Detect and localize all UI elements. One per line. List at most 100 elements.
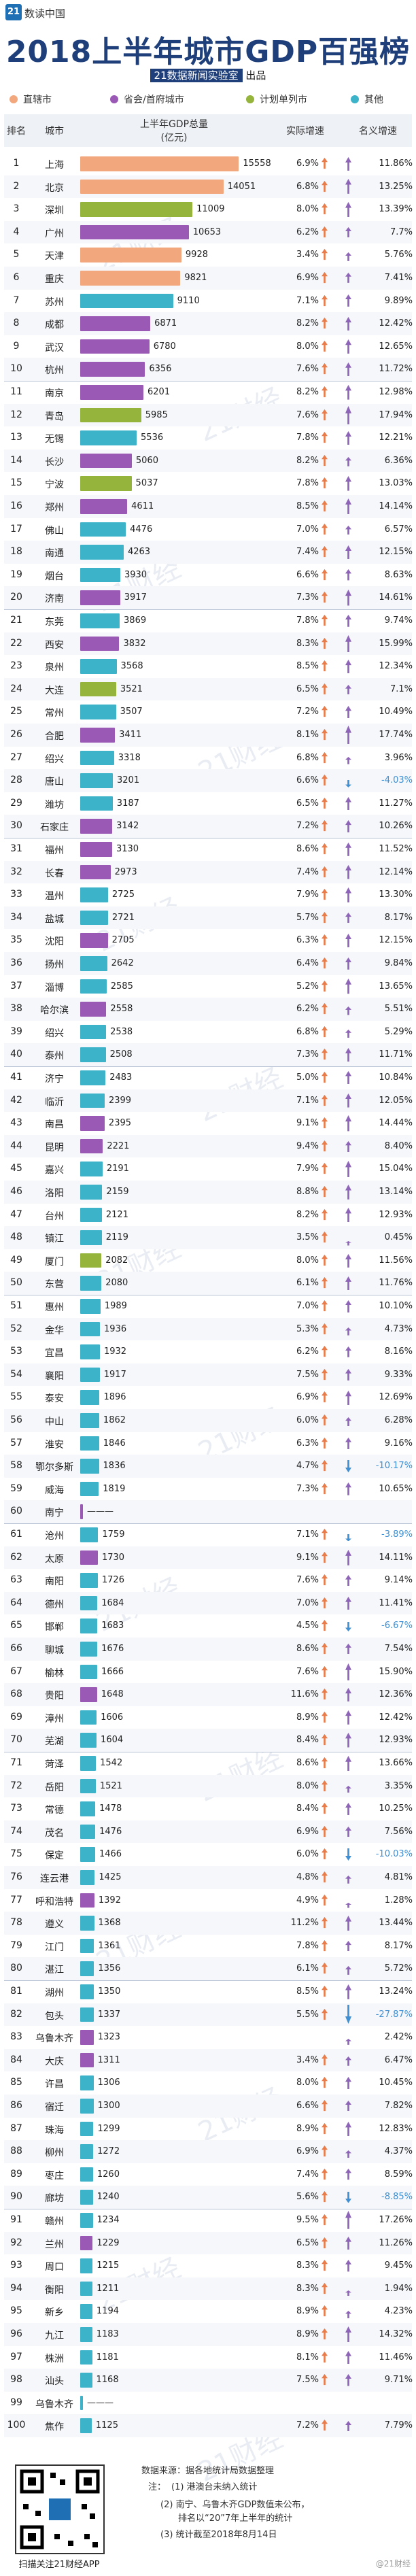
table-row: 71 菏泽 1542 8.6% 13.66% xyxy=(4,1752,413,1775)
city-label: 泰州 xyxy=(45,1051,64,1062)
nominal-growth-label: 14.11% xyxy=(379,1552,413,1563)
rank-label: 89 xyxy=(10,2168,22,2180)
rank-label: 91 xyxy=(10,2214,22,2225)
up-arrow-icon xyxy=(322,1780,328,1795)
gdp-value-label: 1936 xyxy=(104,1323,127,1334)
rank-label: 53 xyxy=(10,1346,22,1357)
up-arrow-icon xyxy=(345,1236,351,1249)
rank-label: 77 xyxy=(10,1894,22,1905)
up-arrow-icon xyxy=(322,614,328,629)
nominal-growth-label: 7.7% xyxy=(389,226,413,237)
up-arrow-icon xyxy=(345,316,351,334)
up-arrow-icon xyxy=(345,179,351,197)
gdp-value-label: ——— xyxy=(87,1506,114,1517)
up-arrow-icon xyxy=(345,1005,351,1018)
city-label: 湛江 xyxy=(45,1965,64,1976)
col-gdp-unit: (亿元) xyxy=(160,133,188,143)
city-label: 呼和浩特 xyxy=(35,1896,73,1908)
up-arrow-icon xyxy=(345,1874,351,1886)
gdp-bar xyxy=(80,1938,94,1954)
real-growth-label: 8.2% xyxy=(296,318,319,329)
city-label: 济南 xyxy=(45,594,64,605)
nominal-growth-label: 4.73% xyxy=(384,1323,413,1334)
gdp-value-label: 1215 xyxy=(97,2260,120,2271)
up-arrow-icon xyxy=(322,317,328,332)
rank-label: 60 xyxy=(10,1506,22,1517)
rank-label: 5 xyxy=(13,249,20,260)
nominal-growth-label: 8.17% xyxy=(384,1940,413,1951)
up-arrow-icon xyxy=(322,248,328,263)
real-growth-label: 7.5% xyxy=(296,2375,319,2386)
rank-label: 39 xyxy=(10,1026,22,1037)
table-row: 85 许昌 1306 8.0% 10.45% xyxy=(4,2071,413,2095)
up-arrow-icon xyxy=(345,1115,351,1134)
gdp-bar xyxy=(80,2373,92,2388)
gdp-bar xyxy=(80,1070,106,1085)
table-row: 41 济宁 2483 5.0% 10.84% xyxy=(4,1066,413,1089)
city-label: 襄阳 xyxy=(45,1370,64,1382)
up-arrow-icon xyxy=(345,684,351,697)
real-growth-label: 4.9% xyxy=(296,1895,319,1905)
rank-label: 76 xyxy=(10,1871,22,1882)
real-growth-label: 7.6% xyxy=(296,1575,319,1586)
city-label: 江门 xyxy=(45,1942,64,1953)
table-row: 93 周口 1215 8.3% 9.45% xyxy=(4,2254,413,2277)
rank-label: 47 xyxy=(10,1208,22,1220)
gdp-value-label: 3411 xyxy=(119,730,142,740)
down-arrow-icon xyxy=(345,2191,351,2206)
nominal-growth-label: -10.03% xyxy=(375,1849,413,1860)
rank-label: 32 xyxy=(10,866,22,877)
rank-label: 9 xyxy=(13,340,20,352)
data-source: 数据来源：据各地统计局数据整理 xyxy=(141,2466,275,2476)
real-growth-label: 8.0% xyxy=(296,2078,319,2088)
gdp-value-label: 3201 xyxy=(117,775,140,786)
up-arrow-icon xyxy=(345,1325,351,1338)
gdp-bar xyxy=(80,1527,99,1542)
table-row: 42 临沂 2399 7.1% 12.05% xyxy=(4,1089,413,1113)
up-arrow-icon xyxy=(345,294,351,309)
city-label: 柳州 xyxy=(45,2148,64,2159)
city-label: 珠海 xyxy=(45,2124,64,2136)
nominal-growth-label: 13.25% xyxy=(379,181,413,192)
gdp-value-label: 2973 xyxy=(114,866,137,877)
up-arrow-icon xyxy=(345,430,351,448)
gdp-value-label: 5985 xyxy=(145,409,168,420)
up-arrow-icon xyxy=(322,2008,328,2023)
up-arrow-icon xyxy=(345,2374,351,2389)
gdp-value-label: 1311 xyxy=(97,2054,120,2065)
table-row: 35 沈阳 2705 6.3% 12.15% xyxy=(4,929,413,952)
up-arrow-icon xyxy=(345,362,351,379)
gdp-value-label: 2221 xyxy=(107,1140,130,1151)
up-arrow-icon xyxy=(322,1026,328,1040)
up-arrow-icon xyxy=(345,2260,351,2274)
gdp-value-label: 3917 xyxy=(124,592,147,603)
gdp-value-label: 2395 xyxy=(108,1118,132,1129)
real-growth-label: 8.3% xyxy=(296,638,319,649)
dot-icon xyxy=(246,95,254,103)
nominal-growth-label: 12.15% xyxy=(379,547,413,558)
real-growth-label: 6.6% xyxy=(296,569,319,580)
up-arrow-icon xyxy=(322,1300,328,1315)
up-arrow-icon xyxy=(322,2373,328,2388)
nominal-growth-label: 0.45% xyxy=(384,1232,413,1243)
real-growth-label: 7.4% xyxy=(296,2169,319,2180)
up-arrow-icon xyxy=(322,591,328,606)
up-arrow-icon xyxy=(345,957,351,972)
up-arrow-icon xyxy=(322,386,328,401)
table-row: 62 太原 1730 9.1% 14.11% xyxy=(4,1546,413,1570)
city-label: 金华 xyxy=(45,1325,64,1336)
gdp-bar xyxy=(80,1756,97,1771)
table-row: 87 珠海 1299 8.9% 12.83% xyxy=(4,2118,413,2141)
table-row: 70 芜湖 1604 8.4% 12.93% xyxy=(4,1729,413,1752)
rank-label: 7 xyxy=(13,294,20,306)
gdp-value-label: 1183 xyxy=(96,2329,119,2339)
table-row: 92 兰州 1229 6.5% 11.26% xyxy=(4,2231,413,2255)
gdp-bar xyxy=(80,1116,105,1131)
up-arrow-icon xyxy=(322,2282,328,2297)
nominal-growth-label: -8.85% xyxy=(381,2192,413,2203)
rank-label: 79 xyxy=(10,1939,22,1951)
gdp-value-label: 1368 xyxy=(98,1918,121,1929)
real-growth-label: 7.4% xyxy=(296,866,319,877)
up-arrow-icon xyxy=(345,226,351,240)
table-row: 73 常德 1478 8.4% 10.25% xyxy=(4,1797,413,1820)
